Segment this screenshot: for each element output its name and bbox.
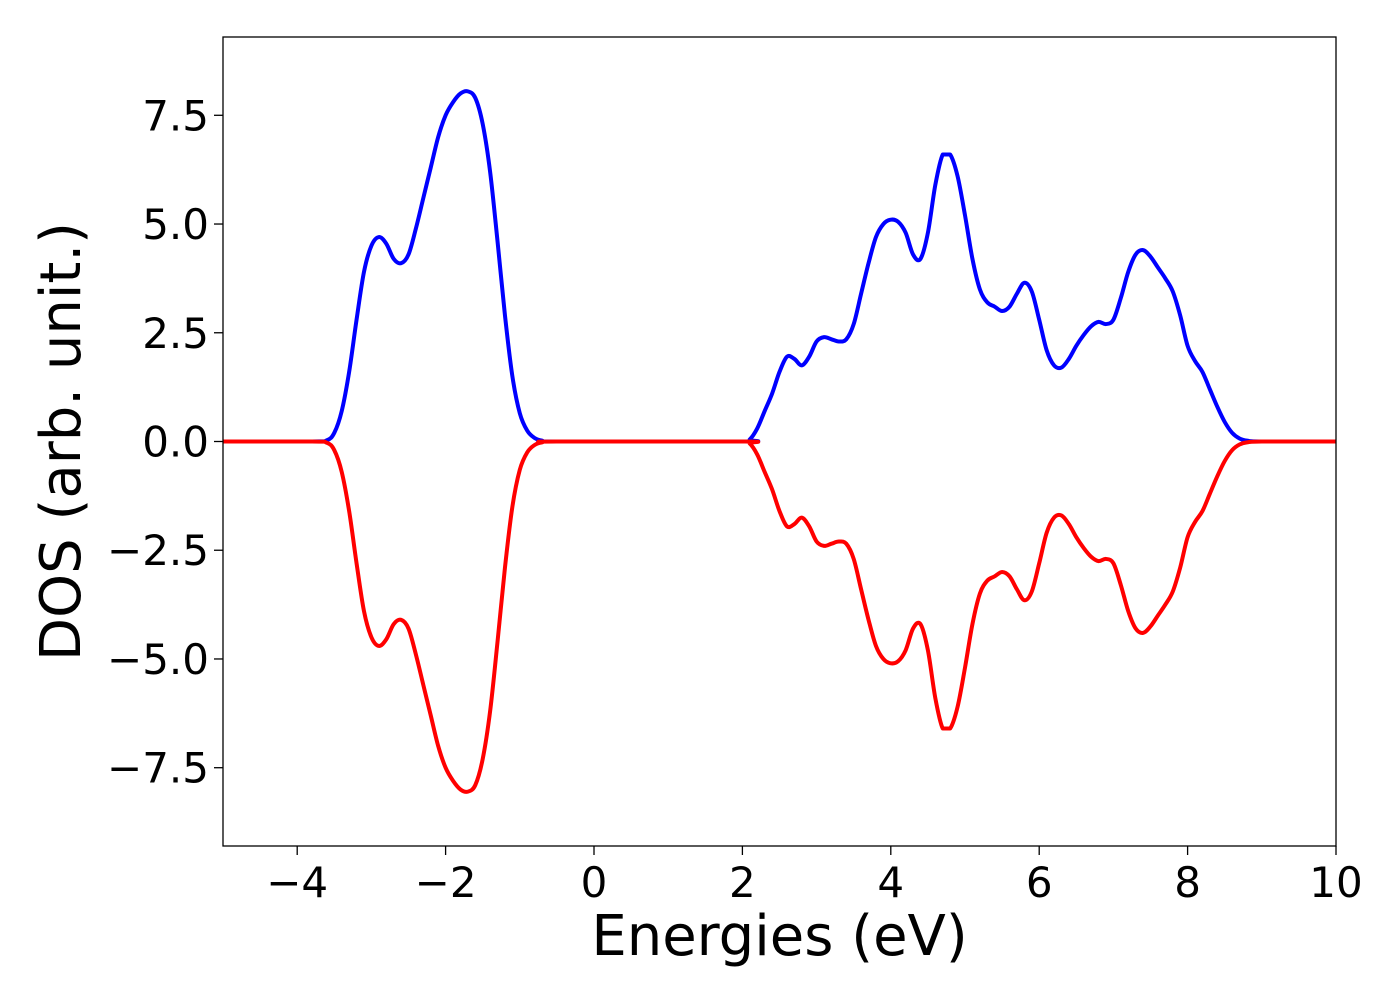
x-tick-label: 6 (1026, 858, 1053, 907)
y-axis-ticks: −7.5 −5.0 −2.5 0.0 2.5 5.0 7.5 (107, 91, 223, 793)
x-tick-label: 0 (581, 858, 608, 907)
x-axis-ticks: −4 −2 0 2 4 6 8 10 (266, 846, 1363, 907)
x-tick-label: −2 (415, 858, 477, 907)
x-tick-label: −4 (266, 858, 328, 907)
x-tick-label: 4 (877, 858, 904, 907)
y-tick-label: 2.5 (142, 309, 209, 358)
series-layer (223, 89, 1336, 794)
y-tick-label: −5.0 (107, 635, 209, 684)
x-tick-label: 8 (1174, 858, 1201, 907)
y-axis-title: DOS (arb. unit.) (29, 222, 94, 661)
y-tick-label: 0.0 (142, 418, 209, 467)
y-tick-label: 7.5 (142, 91, 209, 140)
x-tick-label: 2 (729, 858, 756, 907)
y-tick-label: −7.5 (107, 744, 209, 793)
x-tick-label: 10 (1309, 858, 1362, 907)
y-tick-label: 5.0 (142, 200, 209, 249)
x-axis-title: Energies (eV) (591, 904, 967, 969)
series-line-2 (223, 439, 1336, 794)
y-tick-label: −2.5 (107, 526, 209, 575)
series-line-1 (223, 89, 1336, 444)
